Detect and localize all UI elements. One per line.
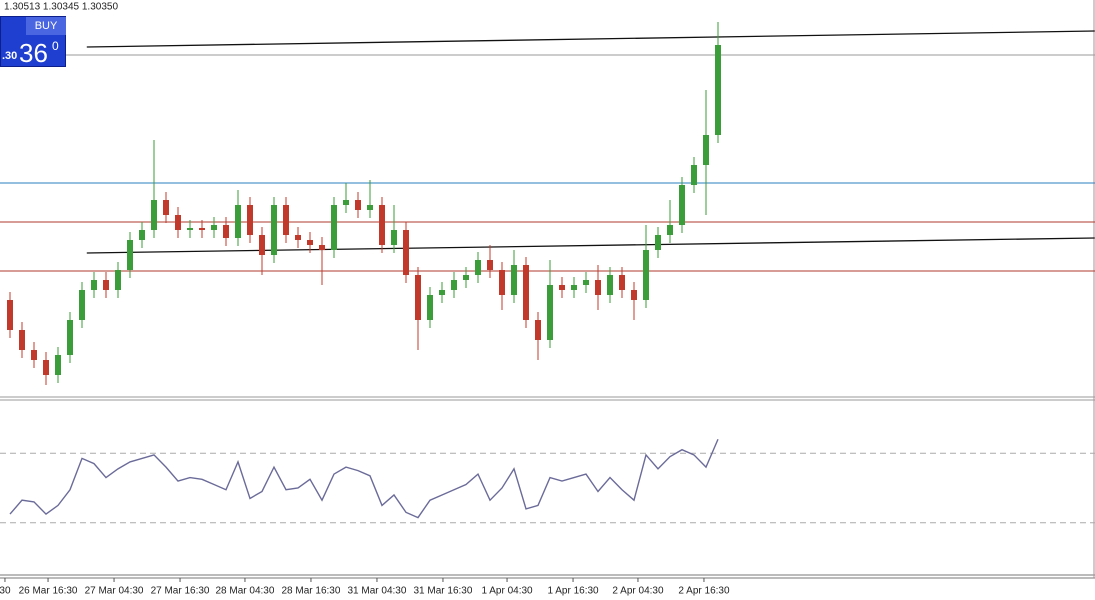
candle-body <box>330 205 337 250</box>
price-prefix: .30 <box>2 50 18 62</box>
candle-body <box>186 228 193 230</box>
x-tick-label: 27 Mar 16:30 <box>151 586 210 597</box>
candle-body <box>174 215 181 230</box>
price-big: 36 <box>19 38 48 68</box>
x-tick-label: 1 Apr 16:30 <box>547 586 599 597</box>
candle-body <box>78 290 85 320</box>
candle-body <box>462 275 469 280</box>
candle-body <box>438 290 445 295</box>
candle-body <box>594 280 601 295</box>
candle-body <box>642 250 649 300</box>
candle-body <box>30 350 37 360</box>
x-tick-label: 26 Mar 16:30 <box>19 586 78 597</box>
candle-body <box>150 200 157 230</box>
candle-body <box>714 45 721 135</box>
candle-body <box>522 265 529 320</box>
candle-body <box>546 285 553 340</box>
candle-body <box>162 200 169 215</box>
candle-body <box>138 230 145 240</box>
candle-body <box>90 280 97 290</box>
candle-body <box>570 285 577 290</box>
candle-body <box>582 280 589 285</box>
price-sup: 0 <box>52 39 59 53</box>
oscillator-line <box>9 439 719 519</box>
x-tick-label: 2 Apr 04:30 <box>612 586 664 597</box>
candle-body <box>114 270 121 290</box>
candle-body <box>102 280 109 290</box>
candle-body <box>6 300 13 330</box>
x-tick-label: 31 Mar 16:30 <box>413 586 472 597</box>
candle-body <box>306 240 313 245</box>
candle-body <box>282 205 289 235</box>
x-tick-label: 2 Apr 16:30 <box>678 586 730 597</box>
candle-body <box>678 185 685 225</box>
candle-body <box>294 235 301 240</box>
candle-body <box>666 225 673 235</box>
buy-panel: BUY .30 36 0 <box>0 16 66 68</box>
candle-body <box>426 295 433 320</box>
candle-body <box>258 235 265 255</box>
candle-body <box>366 205 373 210</box>
trendline <box>86 237 1095 254</box>
candle-body <box>318 245 325 250</box>
x-tick-label: 28 Mar 04:30 <box>215 586 274 597</box>
candle-body <box>690 165 697 185</box>
candle-body <box>486 260 493 270</box>
candle-body <box>510 265 517 295</box>
candle-body <box>402 230 409 275</box>
candle-body <box>630 290 637 300</box>
candle-body <box>390 230 397 245</box>
candle-body <box>66 320 73 355</box>
candle-body <box>210 225 217 230</box>
candle-body <box>378 205 385 245</box>
candle-body <box>42 360 49 375</box>
x-tick-label: 30 <box>0 586 11 597</box>
candle-body <box>198 228 205 230</box>
candle-body <box>354 200 361 210</box>
candle-body <box>534 320 541 340</box>
candle-body <box>54 355 61 375</box>
buy-button[interactable]: BUY <box>26 17 66 35</box>
candle-body <box>618 275 625 290</box>
candle-body <box>414 275 421 320</box>
trendline <box>86 30 1095 48</box>
candle-body <box>558 285 565 290</box>
candle-body <box>222 225 229 238</box>
candle-body <box>18 330 25 350</box>
candle-body <box>450 280 457 290</box>
candle-body <box>702 135 709 165</box>
candle-body <box>246 205 253 235</box>
candle-body <box>654 235 661 250</box>
candle-body <box>474 260 481 275</box>
candle-body <box>498 270 505 295</box>
x-tick-label: 28 Mar 16:30 <box>281 586 340 597</box>
candle-body <box>606 275 613 295</box>
candle-body <box>126 240 133 270</box>
ohlc-text: 1.30513 1.30345 1.30350 <box>4 2 118 13</box>
candle-body <box>342 200 349 205</box>
x-tick-label: 1 Apr 04:30 <box>481 586 533 597</box>
x-tick-label: 31 Mar 04:30 <box>347 586 406 597</box>
candle-body <box>270 205 277 255</box>
x-tick-label: 27 Mar 04:30 <box>85 586 144 597</box>
candle-body <box>234 205 241 238</box>
